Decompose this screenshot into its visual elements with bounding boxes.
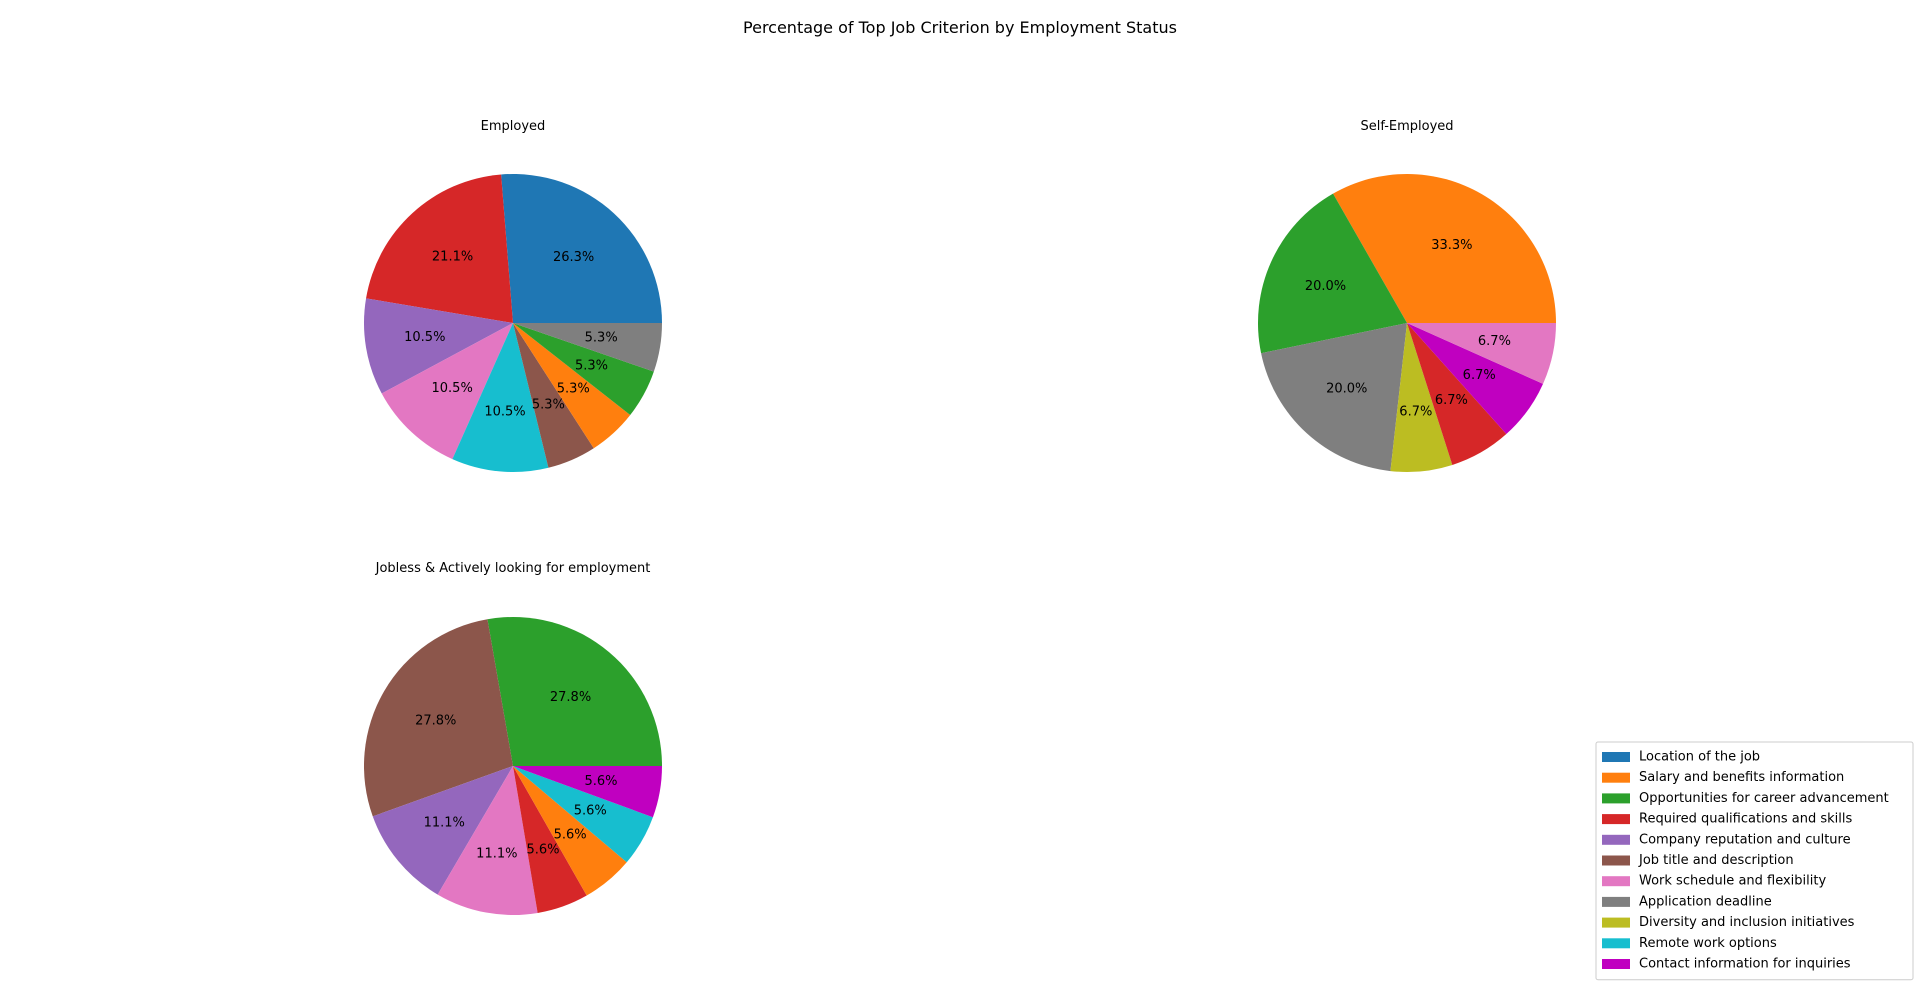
legend-swatch: [1602, 896, 1630, 907]
pie-slice: [1390, 323, 1453, 473]
pie-slice: [487, 616, 662, 766]
legend-label: Remote work options: [1639, 936, 1777, 951]
pie-slice: [1407, 323, 1507, 465]
pie-title: Self-Employed: [1360, 119, 1453, 134]
slice-label: 6.7%: [1478, 334, 1511, 349]
pie-slice: [1261, 323, 1407, 472]
slice-label: 10.5%: [404, 330, 445, 345]
legend-swatch: [1602, 855, 1630, 866]
legend-swatch: [1602, 793, 1630, 804]
legend-label: Diversity and inclusion initiatives: [1639, 915, 1855, 930]
slice-label: 11.1%: [424, 816, 465, 831]
pie-slice: [1407, 323, 1556, 384]
legend-label: Company reputation and culture: [1639, 832, 1851, 847]
legend-item: Diversity and inclusion initiatives: [1602, 915, 1855, 930]
legend-swatch: [1602, 834, 1630, 845]
slice-label: 20.0%: [1305, 279, 1346, 294]
slice-label: 10.5%: [484, 405, 525, 420]
legend-swatch: [1602, 917, 1630, 928]
slice-label: 5.6%: [526, 843, 559, 858]
pie-slice: [513, 323, 631, 449]
pie-chart-2: Self-Employed33.3%20.0%20.0%6.7%6.7%6.7%…: [1257, 119, 1556, 473]
pie-slice: [501, 174, 662, 323]
pie-slice: [513, 323, 654, 415]
slice-label: 6.7%: [1435, 393, 1468, 408]
legend-item: Location of the job: [1602, 750, 1760, 765]
pie-title: Employed: [481, 119, 546, 134]
legend-item: Remote work options: [1602, 936, 1777, 951]
slice-label: 10.5%: [432, 381, 473, 396]
slice-label: 5.3%: [557, 382, 590, 397]
pie-slice: [513, 323, 594, 468]
legend-label: Salary and benefits information: [1639, 770, 1844, 785]
legend-swatch: [1602, 959, 1630, 969]
pie-slice: [1407, 323, 1544, 435]
legend-label: Work schedule and flexibility: [1639, 874, 1826, 889]
slice-label: 20.0%: [1326, 382, 1367, 397]
pie-slice: [1257, 193, 1407, 354]
legend-label: Application deadline: [1639, 894, 1772, 909]
legend-swatch: [1602, 814, 1630, 825]
slice-label: 6.7%: [1463, 368, 1496, 383]
pie-slice: [437, 766, 538, 916]
pie-slice: [1333, 173, 1556, 323]
pie-slice: [452, 323, 549, 473]
pie-slice: [364, 298, 513, 394]
legend-swatch: [1602, 876, 1630, 887]
pie-slice: [513, 766, 587, 913]
slice-label: 27.8%: [550, 690, 591, 705]
legend-label: Required qualifications and skills: [1639, 812, 1853, 827]
slice-label: 26.3%: [553, 250, 594, 265]
slice-label: 5.6%: [585, 774, 618, 789]
legend-swatch: [1602, 772, 1630, 783]
pie-slice: [513, 766, 662, 818]
pie-slice: [381, 323, 513, 460]
pie-slice: [363, 619, 513, 817]
slice-label: 21.1%: [432, 250, 473, 265]
legend-swatch: [1602, 752, 1630, 762]
legend-item: Required qualifications and skills: [1602, 812, 1853, 827]
slice-label: 11.1%: [476, 846, 517, 861]
slice-label: 5.3%: [585, 330, 618, 345]
legend-item: Application deadline: [1602, 894, 1772, 909]
slice-label: 5.6%: [554, 827, 587, 842]
legend-label: Job title and description: [1638, 853, 1794, 868]
legend: Location of the job Salary and benefits i…: [1595, 741, 1914, 981]
legend-item: Company reputation and culture: [1602, 832, 1851, 847]
pie-slice: [372, 766, 513, 895]
pie-slice: [513, 766, 653, 863]
legend-label: Location of the job: [1639, 750, 1760, 765]
legend-item: Job title and description: [1602, 853, 1794, 868]
legend-item: Work schedule and flexibility: [1602, 874, 1826, 889]
slice-label: 6.7%: [1399, 404, 1432, 419]
slice-label: 5.3%: [575, 358, 608, 373]
legend-label: Contact information for inquiries: [1639, 957, 1851, 972]
slice-label: 5.3%: [532, 398, 565, 413]
pie-slice: [513, 766, 627, 896]
slice-label: 33.3%: [1431, 238, 1472, 253]
legend-item: Salary and benefits information: [1602, 770, 1844, 785]
slice-label: 5.6%: [574, 803, 607, 818]
pie-slice: [366, 174, 513, 323]
figure-title: Percentage of Top Job Criterion by Emplo…: [743, 18, 1177, 37]
legend-label: Opportunities for career advancement: [1639, 791, 1889, 806]
pie-slice: [513, 323, 662, 372]
legend-item: Opportunities for career advancement: [1602, 791, 1889, 806]
legend-swatch: [1602, 938, 1630, 949]
slice-label: 27.8%: [415, 714, 456, 729]
legend-item: Contact information for inquiries: [1602, 957, 1851, 972]
pie-chart-3: Jobless & Actively looking for employmen…: [363, 561, 662, 916]
legend-frame: [1595, 741, 1914, 981]
pie-title: Jobless & Actively looking for employmen…: [375, 561, 651, 576]
